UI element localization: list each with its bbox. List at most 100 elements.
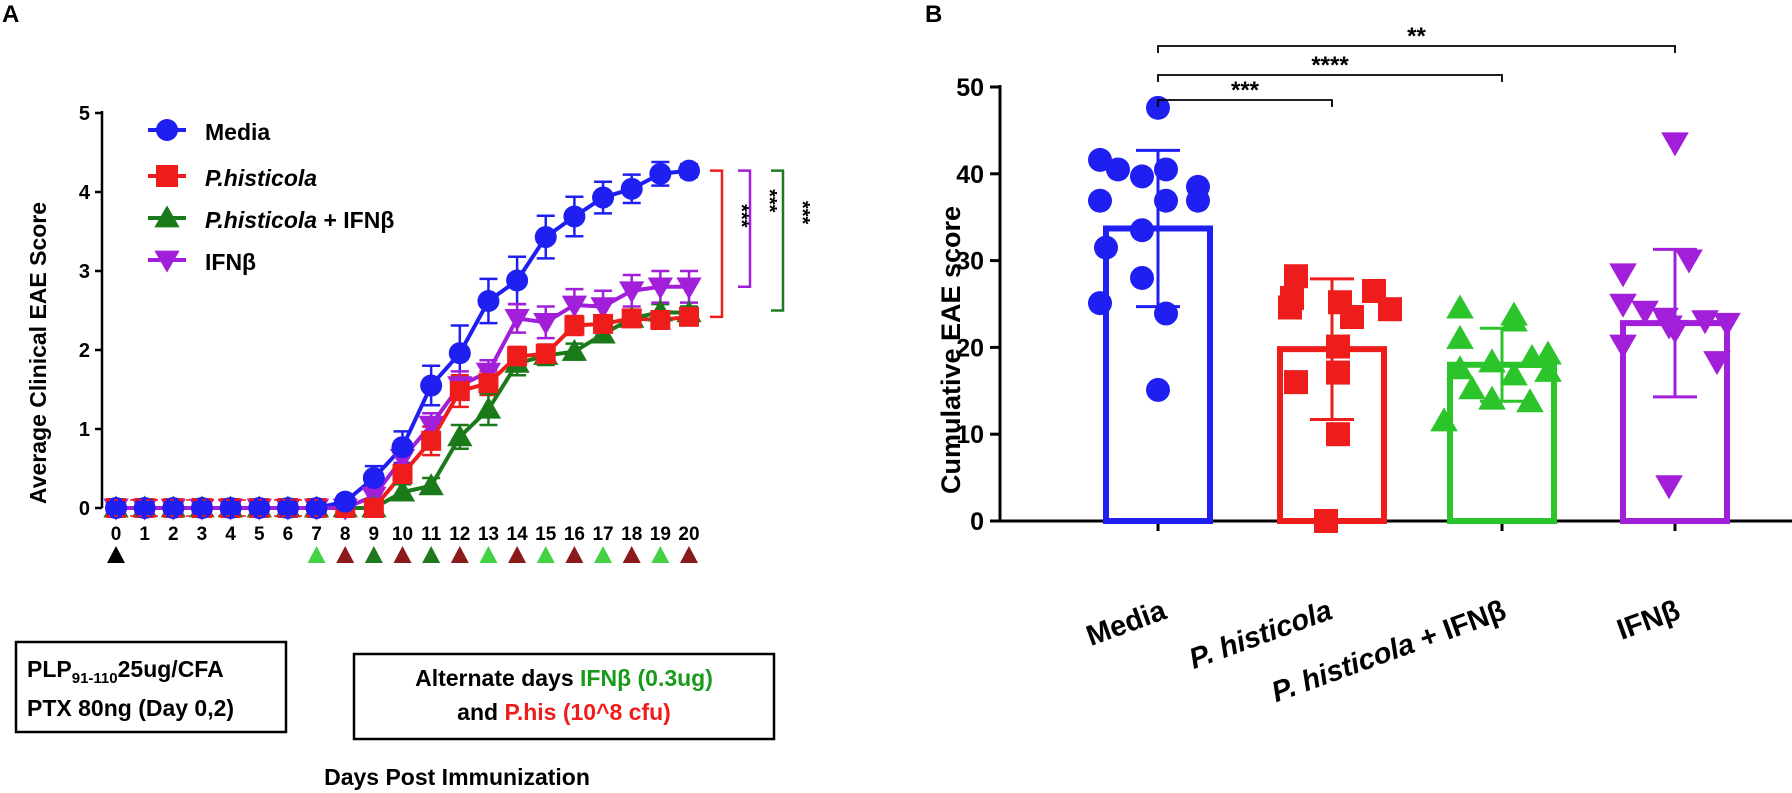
a-point-0: [362, 466, 385, 489]
b-point: [1661, 132, 1689, 157]
a-x-tick-label: 17: [592, 524, 613, 545]
a-dose-marker: [422, 546, 441, 563]
b-point: [1534, 357, 1562, 382]
a-dose-marker: [450, 546, 469, 563]
legend-phis-label: P.histicola: [205, 165, 317, 191]
b-point: [1609, 293, 1637, 318]
b-point: [1326, 422, 1350, 447]
b-point: [1518, 344, 1546, 369]
b-point: [1458, 375, 1486, 400]
a-dose-marker: [393, 546, 412, 563]
a-x-tick-label: 8: [340, 524, 351, 545]
legend-combo-suffix: + IFNβ: [317, 207, 394, 233]
a-point-0: [534, 226, 557, 249]
a-x-tick-label: 4: [225, 524, 236, 545]
b-sig-label: ****: [1311, 52, 1349, 79]
a-point-1: [679, 306, 699, 327]
a-y-tick-label: 0: [79, 498, 90, 520]
a-x-tick-label: 9: [369, 524, 380, 545]
b-point: [1154, 188, 1178, 213]
a-x-tick-label: 6: [283, 524, 294, 545]
a-dose-marker: [651, 546, 670, 563]
a-sig-label: ***: [758, 189, 780, 213]
b-point: [1446, 294, 1474, 319]
legend-combo-label: P.histicola + IFNβ: [205, 207, 394, 233]
legend-marker-2: [154, 205, 180, 228]
b-point: [1655, 475, 1683, 500]
a-sig-bracket: [710, 169, 724, 319]
b-cat-label-3: IFNβ: [1613, 595, 1684, 647]
b-point: [1675, 249, 1703, 274]
a-point-1: [593, 313, 614, 334]
box1-line1: PLP91-11025ug/CFA: [27, 656, 224, 687]
a-x-tick-label: 18: [621, 524, 642, 545]
a-y-tick-label: 1: [79, 419, 90, 441]
a-point-1: [535, 343, 556, 364]
a-x-tick-label: 12: [449, 524, 470, 545]
a-dose-marker: [336, 546, 355, 563]
b-group-0: [1088, 95, 1213, 524]
a-dose-marker: [508, 546, 527, 563]
a-point-0: [105, 497, 127, 519]
b-point: [1130, 164, 1154, 189]
b-point: [1088, 147, 1112, 172]
a-y-tick-label: 5: [79, 103, 90, 125]
b-sig-label: **: [1407, 23, 1426, 50]
a-dose-marker: [107, 546, 125, 563]
b-point: [1378, 297, 1402, 322]
a-y-tick-label: 3: [79, 261, 90, 283]
b-point: [1284, 370, 1308, 395]
b-sig-bracket: [1157, 74, 1503, 82]
b-group-2: [1430, 294, 1562, 525]
panel-a-letter: A: [2, 1, 19, 28]
a-point-0: [305, 497, 328, 519]
a-dose-marker: [364, 546, 383, 563]
a-point-1: [421, 430, 442, 451]
a-point-0: [477, 290, 500, 313]
a-point-0: [190, 497, 213, 519]
b-point: [1340, 305, 1364, 330]
b-y-tick-label: 50: [956, 74, 984, 102]
b-y-tick-label: 20: [956, 334, 984, 362]
b-point: [1146, 377, 1170, 402]
legend-media-label: Media: [205, 119, 270, 145]
a-point-0: [678, 159, 700, 182]
a-point-3: [533, 313, 559, 335]
a-point-3: [561, 295, 588, 318]
a-point-3: [418, 415, 444, 438]
a-y-tick-label: 2: [79, 340, 90, 362]
a-point-0: [649, 162, 672, 185]
a-point-2: [389, 479, 416, 502]
b-point: [1154, 157, 1178, 182]
legend-marker-3: [154, 250, 180, 273]
a-point-0: [276, 497, 299, 519]
box2-line1: Alternate days IFNβ (0.3ug): [415, 665, 713, 691]
a-point-0: [620, 177, 643, 200]
a-point-2: [447, 424, 473, 447]
b-y-tick-label: 30: [956, 248, 984, 276]
a-x-tick-label: 11: [421, 524, 442, 545]
a-point-2: [475, 396, 502, 419]
b-sig-bracket: [1157, 45, 1676, 53]
a-x-tick-label: 13: [478, 524, 499, 545]
b-y-tick-label: 10: [956, 421, 984, 449]
a-point-1: [507, 346, 528, 367]
b-point: [1516, 388, 1544, 413]
a-dose-marker: [622, 546, 641, 563]
a-dose-marker: [479, 546, 498, 563]
b-point: [1446, 355, 1474, 380]
a-dose-marker: [565, 546, 584, 563]
a-point-0: [219, 497, 242, 519]
b-point: [1631, 300, 1659, 325]
panel-b-ylabel: Cumulative EAE score: [936, 206, 966, 494]
box2-ifnb: IFNβ (0.3ug): [580, 665, 713, 691]
b-point: [1130, 265, 1154, 290]
a-sig-bracket: [771, 169, 785, 312]
box2-phis: P.his (10^8 cfu): [504, 699, 670, 725]
protocol-box-1: PLP91-11025ug/CFA PTX 80ng (Day 0,2): [14, 640, 288, 734]
a-x-tick-label: 14: [507, 524, 529, 545]
a-point-1: [621, 308, 642, 329]
